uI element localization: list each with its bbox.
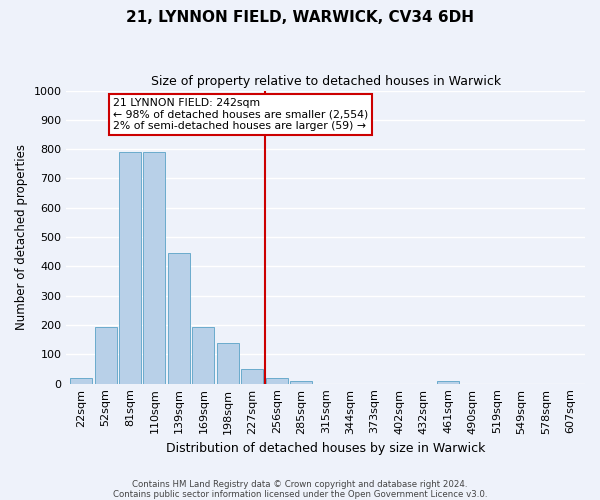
Bar <box>241 369 263 384</box>
Text: 21 LYNNON FIELD: 242sqm
← 98% of detached houses are smaller (2,554)
2% of semi-: 21 LYNNON FIELD: 242sqm ← 98% of detache… <box>113 98 368 131</box>
Bar <box>143 152 166 384</box>
Y-axis label: Number of detached properties: Number of detached properties <box>15 144 28 330</box>
Bar <box>119 152 141 384</box>
Title: Size of property relative to detached houses in Warwick: Size of property relative to detached ho… <box>151 75 501 88</box>
Bar <box>437 380 459 384</box>
Bar <box>193 326 214 384</box>
Bar <box>95 326 116 384</box>
Bar <box>290 380 312 384</box>
X-axis label: Distribution of detached houses by size in Warwick: Distribution of detached houses by size … <box>166 442 485 455</box>
Text: 21, LYNNON FIELD, WARWICK, CV34 6DH: 21, LYNNON FIELD, WARWICK, CV34 6DH <box>126 10 474 25</box>
Text: Contains HM Land Registry data © Crown copyright and database right 2024.: Contains HM Land Registry data © Crown c… <box>132 480 468 489</box>
Bar <box>168 253 190 384</box>
Bar <box>70 378 92 384</box>
Text: Contains public sector information licensed under the Open Government Licence v3: Contains public sector information licen… <box>113 490 487 499</box>
Bar <box>217 342 239 384</box>
Bar <box>266 378 288 384</box>
